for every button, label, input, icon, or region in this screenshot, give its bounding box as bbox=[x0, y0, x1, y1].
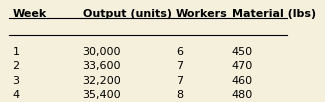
Text: Material (lbs): Material (lbs) bbox=[232, 9, 316, 19]
Text: 3: 3 bbox=[12, 76, 20, 86]
Text: 1: 1 bbox=[12, 47, 20, 57]
Text: 33,600: 33,600 bbox=[83, 61, 121, 71]
Text: 7: 7 bbox=[176, 61, 183, 71]
Text: 450: 450 bbox=[232, 47, 253, 57]
Text: 7: 7 bbox=[176, 76, 183, 86]
Text: 470: 470 bbox=[232, 61, 253, 71]
Text: 30,000: 30,000 bbox=[83, 47, 121, 57]
Text: 32,200: 32,200 bbox=[83, 76, 121, 86]
Text: 460: 460 bbox=[232, 76, 253, 86]
Text: 4: 4 bbox=[12, 90, 20, 100]
Text: 35,400: 35,400 bbox=[83, 90, 121, 100]
Text: Output (units): Output (units) bbox=[83, 9, 172, 19]
Text: 480: 480 bbox=[232, 90, 253, 100]
Text: 8: 8 bbox=[176, 90, 183, 100]
Text: 2: 2 bbox=[12, 61, 20, 71]
Text: 6: 6 bbox=[176, 47, 183, 57]
Text: Workers: Workers bbox=[176, 9, 228, 19]
Text: Week: Week bbox=[12, 9, 47, 19]
